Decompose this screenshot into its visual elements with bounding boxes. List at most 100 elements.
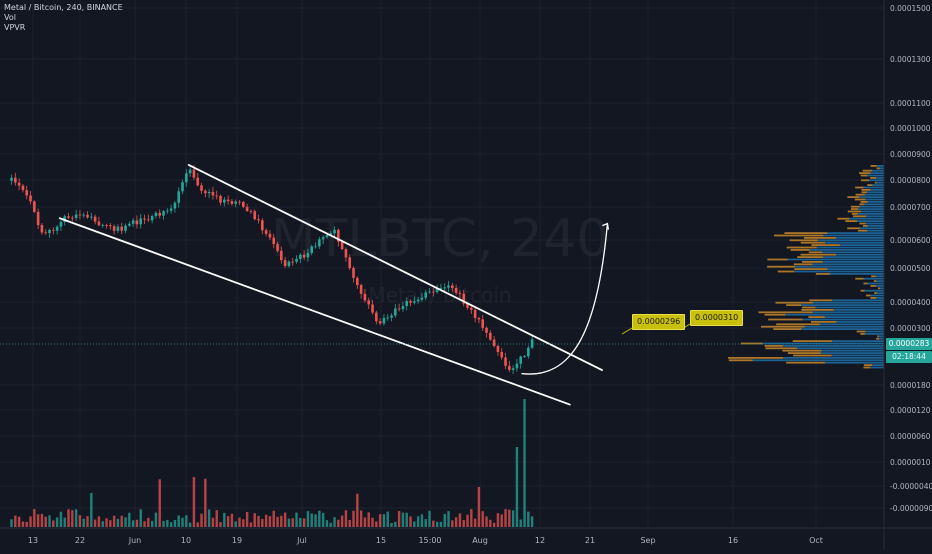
symbol-title[interactable]: Metal / Bitcoin, 240, BINANCE bbox=[4, 3, 123, 12]
candle-body[interactable] bbox=[78, 214, 82, 216]
candle-body[interactable] bbox=[71, 217, 74, 219]
candle-body[interactable] bbox=[367, 300, 371, 305]
candle-body[interactable] bbox=[105, 225, 108, 226]
candle-body[interactable] bbox=[33, 201, 36, 212]
candle-body[interactable] bbox=[375, 312, 378, 322]
candle-body[interactable] bbox=[276, 244, 279, 251]
candle-body[interactable] bbox=[196, 177, 200, 186]
candle-body[interactable] bbox=[508, 365, 511, 370]
candle-body[interactable] bbox=[188, 169, 192, 174]
candle-body[interactable] bbox=[36, 211, 40, 226]
candle-body[interactable] bbox=[48, 229, 51, 234]
price-candles[interactable] bbox=[10, 165, 534, 375]
candle-body[interactable] bbox=[40, 225, 44, 233]
candle-body[interactable] bbox=[329, 233, 333, 236]
candle-body[interactable] bbox=[283, 260, 287, 267]
candle-body[interactable] bbox=[321, 237, 325, 240]
candle-body[interactable] bbox=[135, 220, 139, 225]
drawings[interactable] bbox=[0, 164, 884, 406]
candle-body[interactable] bbox=[25, 190, 29, 196]
candle-body[interactable] bbox=[185, 173, 188, 183]
candle-body[interactable] bbox=[318, 239, 321, 247]
candle-body[interactable] bbox=[112, 226, 116, 231]
candle-body[interactable] bbox=[416, 299, 420, 302]
candle-body[interactable] bbox=[291, 261, 295, 263]
candle-body[interactable] bbox=[268, 233, 272, 238]
candle-body[interactable] bbox=[481, 319, 485, 328]
candle-body[interactable] bbox=[337, 229, 340, 242]
candle-body[interactable] bbox=[97, 221, 101, 226]
candle-body[interactable] bbox=[90, 216, 93, 218]
candle-body[interactable] bbox=[120, 226, 124, 231]
candle-body[interactable] bbox=[143, 218, 146, 220]
candle-body[interactable] bbox=[154, 212, 158, 217]
price-note-2[interactable]: 0.0000310 bbox=[690, 310, 744, 326]
candle-body[interactable] bbox=[55, 226, 59, 231]
candle-body[interactable] bbox=[325, 235, 329, 238]
candle-body[interactable] bbox=[101, 225, 105, 226]
candle-body[interactable] bbox=[181, 182, 184, 192]
trendline[interactable] bbox=[58, 217, 571, 406]
candle-body[interactable] bbox=[527, 347, 530, 357]
candle-body[interactable] bbox=[439, 288, 443, 290]
candle-body[interactable] bbox=[158, 212, 162, 216]
candle-body[interactable] bbox=[124, 225, 127, 231]
candle-body[interactable] bbox=[470, 307, 473, 310]
trendline[interactable] bbox=[187, 164, 603, 371]
candle-body[interactable] bbox=[333, 229, 336, 234]
candle-body[interactable] bbox=[109, 225, 112, 227]
candle-body[interactable] bbox=[272, 237, 276, 245]
candle-body[interactable] bbox=[344, 249, 348, 258]
candle-body[interactable] bbox=[29, 195, 32, 202]
candle-body[interactable] bbox=[67, 216, 70, 218]
candle-body[interactable] bbox=[348, 257, 352, 268]
candle-body[interactable] bbox=[386, 317, 390, 319]
candle-body[interactable] bbox=[192, 169, 196, 178]
candle-body[interactable] bbox=[287, 261, 291, 267]
candle-body[interactable] bbox=[116, 226, 120, 231]
candle-body[interactable] bbox=[74, 214, 78, 218]
candle-body[interactable] bbox=[428, 291, 431, 293]
candle-body[interactable] bbox=[150, 216, 154, 221]
candle-body[interactable] bbox=[523, 356, 526, 358]
candle-body[interactable] bbox=[52, 229, 55, 231]
candle-body[interactable] bbox=[454, 287, 458, 293]
candle-body[interactable] bbox=[162, 211, 165, 216]
candle-body[interactable] bbox=[44, 232, 48, 234]
candle-body[interactable] bbox=[242, 202, 245, 207]
candle-body[interactable] bbox=[169, 208, 173, 211]
candle-body[interactable] bbox=[128, 223, 131, 226]
candle-body[interactable] bbox=[17, 182, 21, 186]
candle-body[interactable] bbox=[340, 241, 344, 250]
candle-body[interactable] bbox=[173, 202, 177, 209]
candle-body[interactable] bbox=[356, 277, 359, 286]
candle-body[interactable] bbox=[519, 356, 523, 364]
candle-body[interactable] bbox=[401, 306, 405, 310]
candle-body[interactable] bbox=[211, 192, 215, 196]
candle-body[interactable] bbox=[511, 368, 515, 370]
candle-body[interactable] bbox=[10, 177, 13, 181]
candle-body[interactable] bbox=[462, 293, 466, 304]
indicator-vpvr-label[interactable]: VPVR bbox=[4, 23, 26, 32]
candle-body[interactable] bbox=[489, 332, 492, 340]
candle-body[interactable] bbox=[93, 216, 97, 222]
candle-body[interactable] bbox=[352, 267, 355, 278]
candle-body[interactable] bbox=[466, 303, 469, 308]
candle-body[interactable] bbox=[82, 214, 86, 216]
candle-body[interactable] bbox=[413, 301, 416, 303]
candle-body[interactable] bbox=[302, 254, 306, 258]
candle-body[interactable] bbox=[131, 220, 135, 224]
candle-body[interactable] bbox=[219, 195, 222, 203]
projection-arrow[interactable] bbox=[521, 223, 609, 375]
candle-body[interactable] bbox=[397, 308, 401, 310]
candle-body[interactable] bbox=[207, 192, 211, 194]
candle-body[interactable] bbox=[253, 211, 257, 220]
candle-body[interactable] bbox=[280, 250, 283, 261]
candle-body[interactable] bbox=[59, 221, 63, 227]
candle-body[interactable] bbox=[530, 339, 534, 348]
candle-body[interactable] bbox=[261, 220, 264, 231]
candle-body[interactable] bbox=[363, 293, 367, 301]
candle-body[interactable] bbox=[432, 291, 435, 293]
